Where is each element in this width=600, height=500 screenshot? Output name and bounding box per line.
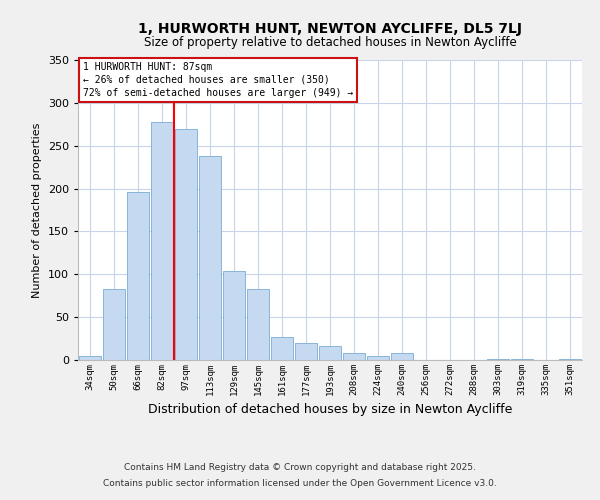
Bar xyxy=(103,289,125,360)
Bar xyxy=(343,353,365,360)
Bar xyxy=(319,346,341,360)
Bar xyxy=(127,192,149,360)
Bar xyxy=(175,128,197,360)
Bar xyxy=(487,359,509,360)
Bar xyxy=(151,122,173,360)
Bar xyxy=(391,353,413,360)
Text: Contains HM Land Registry data © Crown copyright and database right 2025.: Contains HM Land Registry data © Crown c… xyxy=(124,464,476,472)
Y-axis label: Number of detached properties: Number of detached properties xyxy=(32,122,42,298)
Bar xyxy=(271,337,293,360)
Bar xyxy=(79,356,101,360)
Text: Contains public sector information licensed under the Open Government Licence v3: Contains public sector information licen… xyxy=(103,478,497,488)
Text: 1 HURWORTH HUNT: 87sqm
← 26% of detached houses are smaller (350)
72% of semi-de: 1 HURWORTH HUNT: 87sqm ← 26% of detached… xyxy=(83,62,353,98)
Bar xyxy=(367,356,389,360)
Bar xyxy=(559,359,581,360)
Bar xyxy=(199,156,221,360)
Bar xyxy=(295,343,317,360)
X-axis label: Distribution of detached houses by size in Newton Aycliffe: Distribution of detached houses by size … xyxy=(148,404,512,416)
Text: Size of property relative to detached houses in Newton Aycliffe: Size of property relative to detached ho… xyxy=(143,36,517,49)
Text: 1, HURWORTH HUNT, NEWTON AYCLIFFE, DL5 7LJ: 1, HURWORTH HUNT, NEWTON AYCLIFFE, DL5 7… xyxy=(138,22,522,36)
Bar xyxy=(223,271,245,360)
Bar xyxy=(511,359,533,360)
Bar xyxy=(247,289,269,360)
